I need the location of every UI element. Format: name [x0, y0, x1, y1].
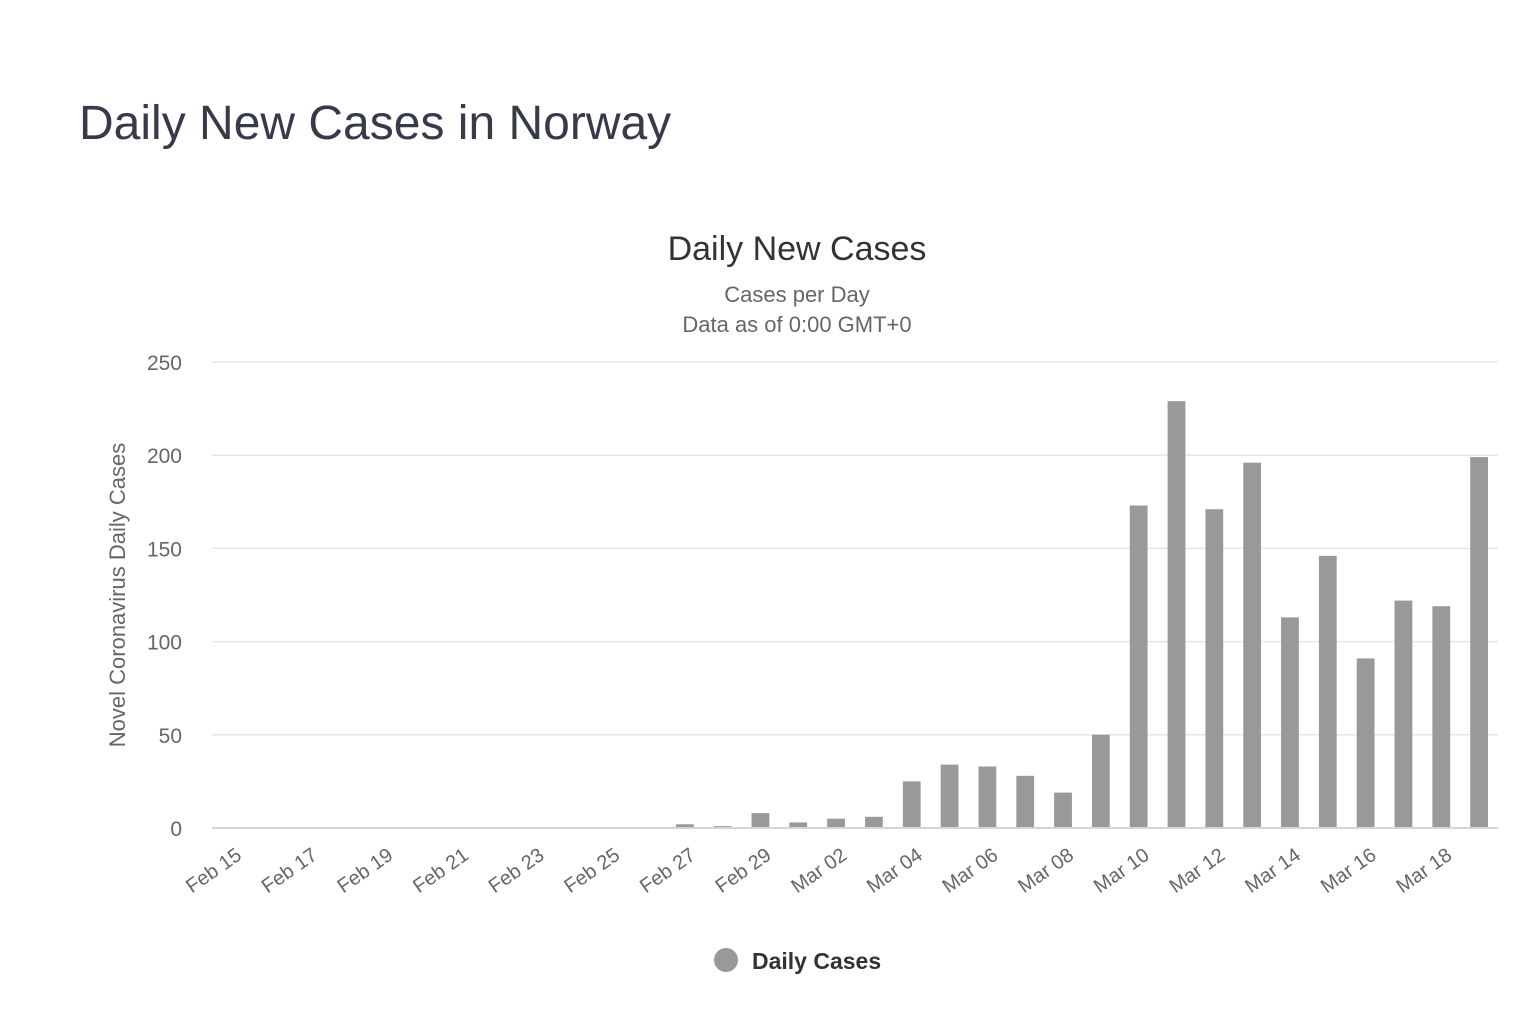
- bar[interactable]: [1129, 505, 1148, 828]
- bar[interactable]: [1205, 509, 1224, 828]
- bar[interactable]: [1470, 457, 1488, 828]
- x-tick-label: Feb 19: [333, 844, 397, 898]
- bar[interactable]: [675, 824, 694, 828]
- x-tick-label: Feb 27: [636, 844, 700, 898]
- bar[interactable]: [1394, 600, 1413, 828]
- bar[interactable]: [1243, 462, 1262, 828]
- x-tick-label: Feb 21: [409, 844, 473, 898]
- bar[interactable]: [865, 816, 883, 828]
- bar[interactable]: [1016, 775, 1035, 828]
- bar[interactable]: [827, 818, 845, 828]
- y-tick-label: 200: [147, 445, 182, 468]
- x-tick-label: Feb 17: [258, 844, 322, 898]
- bar[interactable]: [902, 781, 921, 828]
- bar[interactable]: [1281, 617, 1299, 828]
- x-tick-label: Mar 18: [1393, 844, 1457, 898]
- x-tick-label: Mar 16: [1317, 844, 1381, 898]
- grid-lines: [212, 361, 1498, 736]
- chart-title: Daily New Cases: [668, 230, 927, 268]
- bar[interactable]: [1167, 401, 1186, 828]
- bar[interactable]: [789, 822, 808, 828]
- bar[interactable]: [1318, 555, 1337, 828]
- y-tick-label: 50: [159, 725, 182, 748]
- legend[interactable]: Daily Cases: [714, 948, 881, 974]
- x-tick-label: Mar 10: [1090, 844, 1154, 898]
- y-tick-label: 250: [147, 352, 182, 375]
- page-title: Daily New Cases in Norway: [79, 97, 672, 150]
- bar[interactable]: [1432, 606, 1451, 828]
- x-tick-label: Mar 04: [863, 844, 927, 898]
- bar[interactable]: [751, 813, 770, 828]
- bar[interactable]: [940, 764, 959, 828]
- chart-subtitle: Data as of 0:00 GMT+0: [682, 312, 911, 337]
- y-axis: 0 50 100 150 200 250: [147, 352, 182, 841]
- legend-marker: [714, 948, 738, 972]
- x-tick-label: Feb 25: [560, 844, 624, 898]
- x-tick-label: Mar 06: [939, 844, 1003, 898]
- y-tick-label: 0: [170, 818, 182, 841]
- y-axis-title: Novel Coronavirus Daily Cases: [105, 443, 130, 747]
- x-tick-label: Feb 15: [182, 844, 246, 898]
- y-tick-label: 100: [147, 632, 182, 655]
- bar[interactable]: [1356, 658, 1375, 828]
- x-tick-label: Feb 29: [712, 844, 776, 898]
- chart-subtitle: Cases per Day: [724, 282, 870, 307]
- y-tick-label: 150: [147, 538, 182, 561]
- x-tick-label: Mar 12: [1166, 844, 1230, 898]
- x-tick-label: Feb 23: [485, 844, 549, 898]
- x-tick-label: Mar 02: [787, 844, 851, 898]
- bar[interactable]: [1091, 734, 1110, 828]
- legend-label: Daily Cases: [752, 948, 881, 974]
- x-axis: Feb 15 Feb 17 Feb 19 Feb 21 Feb 23 Feb 25 Feb …: [182, 844, 1456, 898]
- bars: [675, 401, 1488, 828]
- x-tick-label: Mar 14: [1241, 844, 1305, 898]
- bar[interactable]: [978, 766, 997, 828]
- bar[interactable]: [1054, 792, 1072, 828]
- x-tick-label: Mar 08: [1014, 844, 1078, 898]
